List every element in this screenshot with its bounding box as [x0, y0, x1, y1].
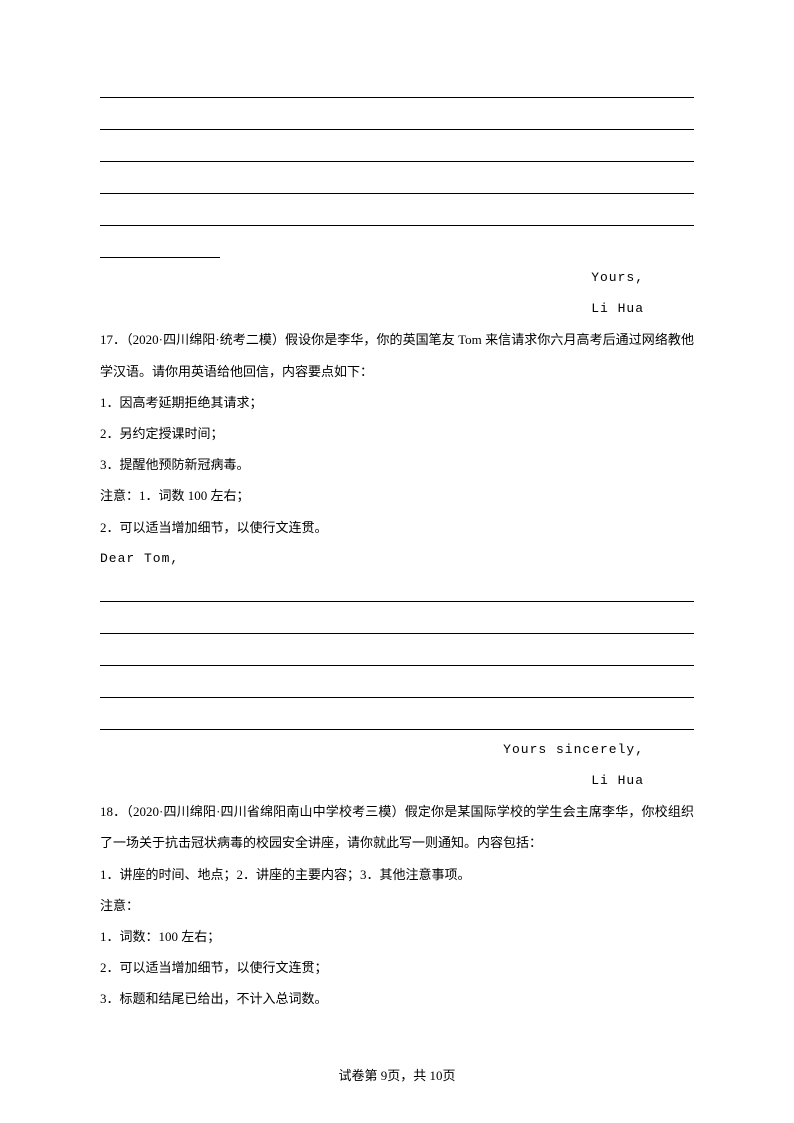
q18-point-1: 1．讲座的时间、地点；2．讲座的主要内容；3．其他注意事项。 — [100, 859, 694, 890]
q18-notice-3: 3．标题和结尾已给出，不计入总词数。 — [100, 983, 694, 1014]
q18-notice-1: 1．词数：100 左右； — [100, 921, 694, 952]
blank-line-short — [100, 230, 220, 258]
q17-point-3: 3．提醒他预防新冠病毒。 — [100, 449, 694, 480]
blank-line — [100, 134, 694, 162]
q17-closing-name: Li Hua — [100, 765, 694, 796]
q18-heading: 18．（2020·四川绵阳·四川省绵阳南山中学校考三模）假定你是某国际学校的学生… — [100, 796, 694, 858]
blank-line — [100, 166, 694, 194]
q17-point-2: 2．另约定授课时间； — [100, 418, 694, 449]
closing-name: Li Hua — [100, 293, 694, 324]
q17-notice-2: 2．可以适当增加细节，以使行文连贯。 — [100, 512, 694, 543]
q18-notice: 注意： — [100, 890, 694, 921]
q17-closing: Yours sincerely, — [100, 734, 694, 765]
q17-notice: 注意：1．词数 100 左右； — [100, 480, 694, 511]
blank-line — [100, 606, 694, 634]
blank-line — [100, 198, 694, 226]
q17-salutation: Dear Tom, — [100, 543, 694, 574]
q17-heading: 17．（2020·四川绵阳·统考二模）假设你是李华，你的英国笔友 Tom 来信请… — [100, 324, 694, 386]
blank-line — [100, 670, 694, 698]
blank-line — [100, 702, 694, 730]
q18-notice-2: 2．可以适当增加细节，以使行文连贯； — [100, 952, 694, 983]
blank-line — [100, 102, 694, 130]
blank-line — [100, 70, 694, 98]
closing-yours: Yours, — [100, 262, 694, 293]
q17-point-1: 1．因高考延期拒绝其请求； — [100, 387, 694, 418]
page-footer: 试卷第 9页，共 10页 — [0, 1060, 794, 1091]
blank-line — [100, 574, 694, 602]
blank-line — [100, 638, 694, 666]
